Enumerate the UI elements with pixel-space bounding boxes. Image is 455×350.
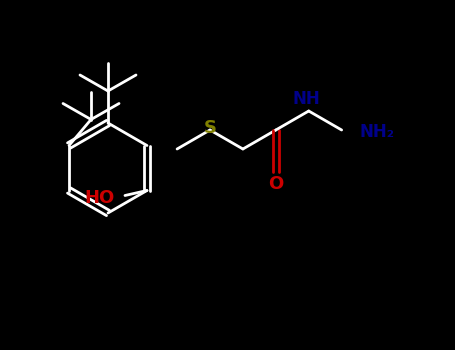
Text: S: S [203, 119, 217, 137]
Text: NH: NH [293, 90, 321, 108]
Text: O: O [268, 175, 283, 193]
Text: NH₂: NH₂ [359, 123, 394, 141]
Text: HO: HO [85, 189, 115, 206]
